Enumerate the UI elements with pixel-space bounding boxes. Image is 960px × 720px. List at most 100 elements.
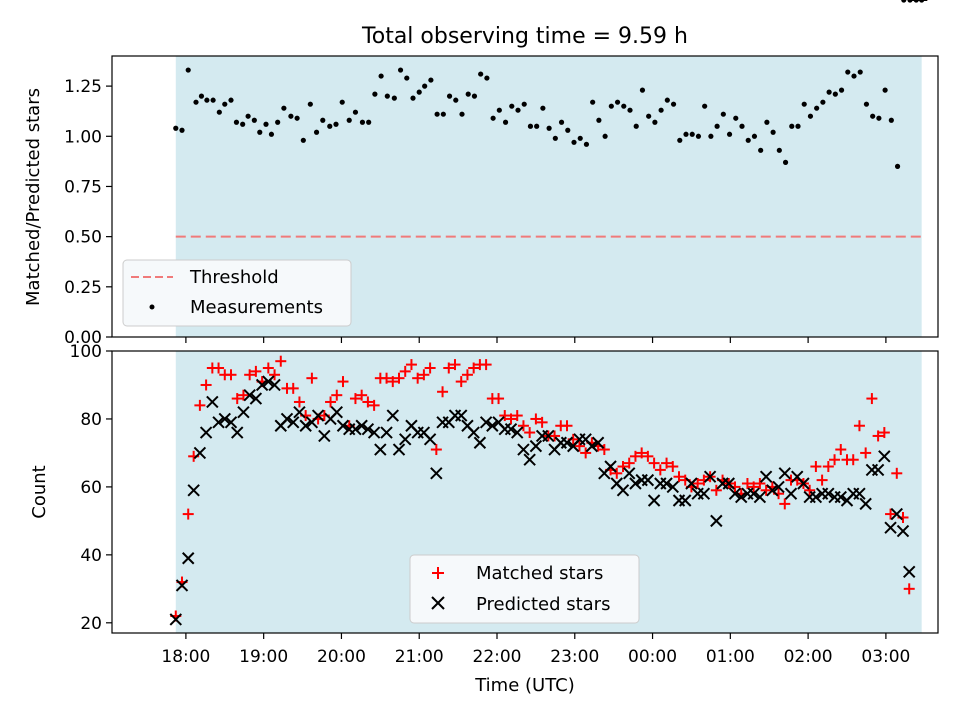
matched-stars-legend-label: Matched stars bbox=[476, 563, 603, 584]
top-y-tick-label: 0.50 bbox=[64, 228, 102, 248]
matched-star-point bbox=[231, 393, 243, 405]
measurement-point bbox=[204, 97, 210, 103]
predicted-star-point bbox=[903, 565, 916, 579]
measurement-point bbox=[838, 87, 845, 93]
predicted-star-point-b bbox=[336, 419, 350, 432]
matched-star-point bbox=[629, 450, 641, 462]
predicted-stars-legend-label: Predicted stars bbox=[476, 594, 610, 615]
matched-star-point bbox=[449, 359, 461, 371]
matched-star-point bbox=[829, 454, 841, 466]
bottom-x-tick-label: 03:00 bbox=[861, 647, 910, 667]
predicted-star-point-b bbox=[859, 497, 872, 511]
predicted-star-point-b bbox=[386, 409, 399, 422]
measurement-point bbox=[882, 87, 888, 93]
predicted-star-point-b bbox=[791, 470, 804, 483]
predicted-star-point-b bbox=[417, 426, 431, 439]
predicted-star-point bbox=[169, 613, 182, 626]
measurement-point bbox=[801, 101, 807, 107]
measurement-point bbox=[185, 67, 191, 73]
predicted-star-point bbox=[753, 490, 767, 504]
measurement-point bbox=[851, 73, 857, 79]
measurement-point bbox=[453, 97, 459, 103]
bottom-y-tick-label: 40 bbox=[80, 546, 102, 566]
measurement-point bbox=[901, 0, 907, 3]
matched-star-point bbox=[412, 372, 424, 384]
predicted-star-point-b bbox=[231, 426, 244, 439]
measurement-point bbox=[776, 147, 782, 153]
predicted-star-point bbox=[355, 419, 368, 432]
measurement-point bbox=[795, 123, 801, 129]
predicted-star-point bbox=[890, 507, 903, 521]
measurement-point bbox=[346, 117, 352, 123]
measurements-legend-label: Measurements bbox=[190, 297, 323, 318]
predicted-star-point-b bbox=[542, 429, 555, 443]
predicted-star-point bbox=[280, 412, 294, 426]
bottom-x-tick-label: 23:00 bbox=[550, 647, 599, 667]
predicted-star-point bbox=[747, 487, 760, 500]
matched-star-point bbox=[835, 444, 847, 456]
bottom-x-tick-label: 20:00 bbox=[317, 647, 366, 667]
measurement-point bbox=[708, 133, 714, 139]
matched-star-point bbox=[325, 396, 337, 408]
matched-star-point bbox=[418, 369, 430, 381]
predicted-star-point-b bbox=[517, 443, 530, 456]
predicted-star-point-b bbox=[193, 446, 207, 460]
bottom-x-tick-label: 22:00 bbox=[473, 647, 522, 667]
predicted-star-point-b bbox=[479, 416, 493, 429]
bottom-y-tick-label: 20 bbox=[80, 614, 102, 634]
predicted-star-point bbox=[511, 426, 524, 439]
predicted-star-point bbox=[299, 419, 312, 432]
predicted-star-point-b bbox=[218, 412, 231, 426]
matched-star-point bbox=[611, 467, 623, 479]
measurement-point bbox=[263, 121, 269, 127]
measurement-point bbox=[845, 69, 851, 75]
predicted-star-point bbox=[772, 480, 785, 494]
predicted-star-point-b bbox=[262, 375, 275, 388]
predicted-star-point bbox=[641, 473, 655, 487]
matched-star-point bbox=[710, 484, 722, 496]
measurement-point bbox=[739, 123, 745, 129]
predicted-star-point bbox=[212, 416, 225, 429]
predicted-star-point-b bbox=[784, 487, 798, 500]
measurement-point bbox=[639, 87, 646, 93]
matched-star-point bbox=[213, 362, 225, 374]
predicted-star-point-b bbox=[616, 484, 630, 497]
predicted-star-point-b bbox=[187, 484, 200, 497]
bottom-legend: Matched stars Predicted stars bbox=[409, 554, 640, 624]
predicted-star-point bbox=[853, 487, 866, 500]
predicted-star-point-b bbox=[212, 416, 225, 429]
predicted-star-point bbox=[255, 378, 269, 392]
measurement-point bbox=[245, 113, 251, 119]
matched-star-point bbox=[356, 389, 368, 401]
measurement-point bbox=[857, 69, 863, 75]
matched-star-point bbox=[244, 369, 256, 381]
matched-star-point bbox=[275, 355, 287, 367]
predicted-star-point bbox=[735, 490, 748, 504]
predicted-star-point bbox=[797, 477, 810, 490]
predicted-star-point bbox=[529, 439, 543, 453]
measurement-point bbox=[509, 103, 515, 109]
matched-star-point bbox=[493, 393, 505, 405]
matched-star-point bbox=[636, 447, 648, 459]
predicted-star-point bbox=[660, 477, 673, 490]
predicted-star-point-b bbox=[249, 392, 263, 405]
predicted-star-point bbox=[722, 477, 735, 490]
predicted-star-point-b bbox=[641, 473, 655, 487]
measurement-point bbox=[658, 107, 664, 113]
predicted-star-point bbox=[336, 419, 350, 432]
measurement-point bbox=[764, 119, 770, 125]
measurement-point bbox=[590, 99, 596, 105]
matched-star-point bbox=[194, 399, 206, 411]
matched-star-point bbox=[443, 362, 455, 374]
bottom-x-tick-label: 02:00 bbox=[784, 647, 833, 667]
predicted-star-point-b bbox=[169, 613, 182, 626]
predicted-star-point bbox=[249, 392, 263, 405]
predicted-star-point-b bbox=[884, 521, 897, 534]
predicted-stars-series bbox=[169, 0, 928, 626]
measurement-point bbox=[863, 101, 870, 107]
predicted-star-point-b bbox=[455, 409, 468, 422]
predicted-star-point-b bbox=[473, 436, 487, 449]
predicted-star-point bbox=[182, 552, 195, 565]
predicted-star-point-b bbox=[318, 429, 331, 443]
measurement-point bbox=[614, 99, 621, 105]
